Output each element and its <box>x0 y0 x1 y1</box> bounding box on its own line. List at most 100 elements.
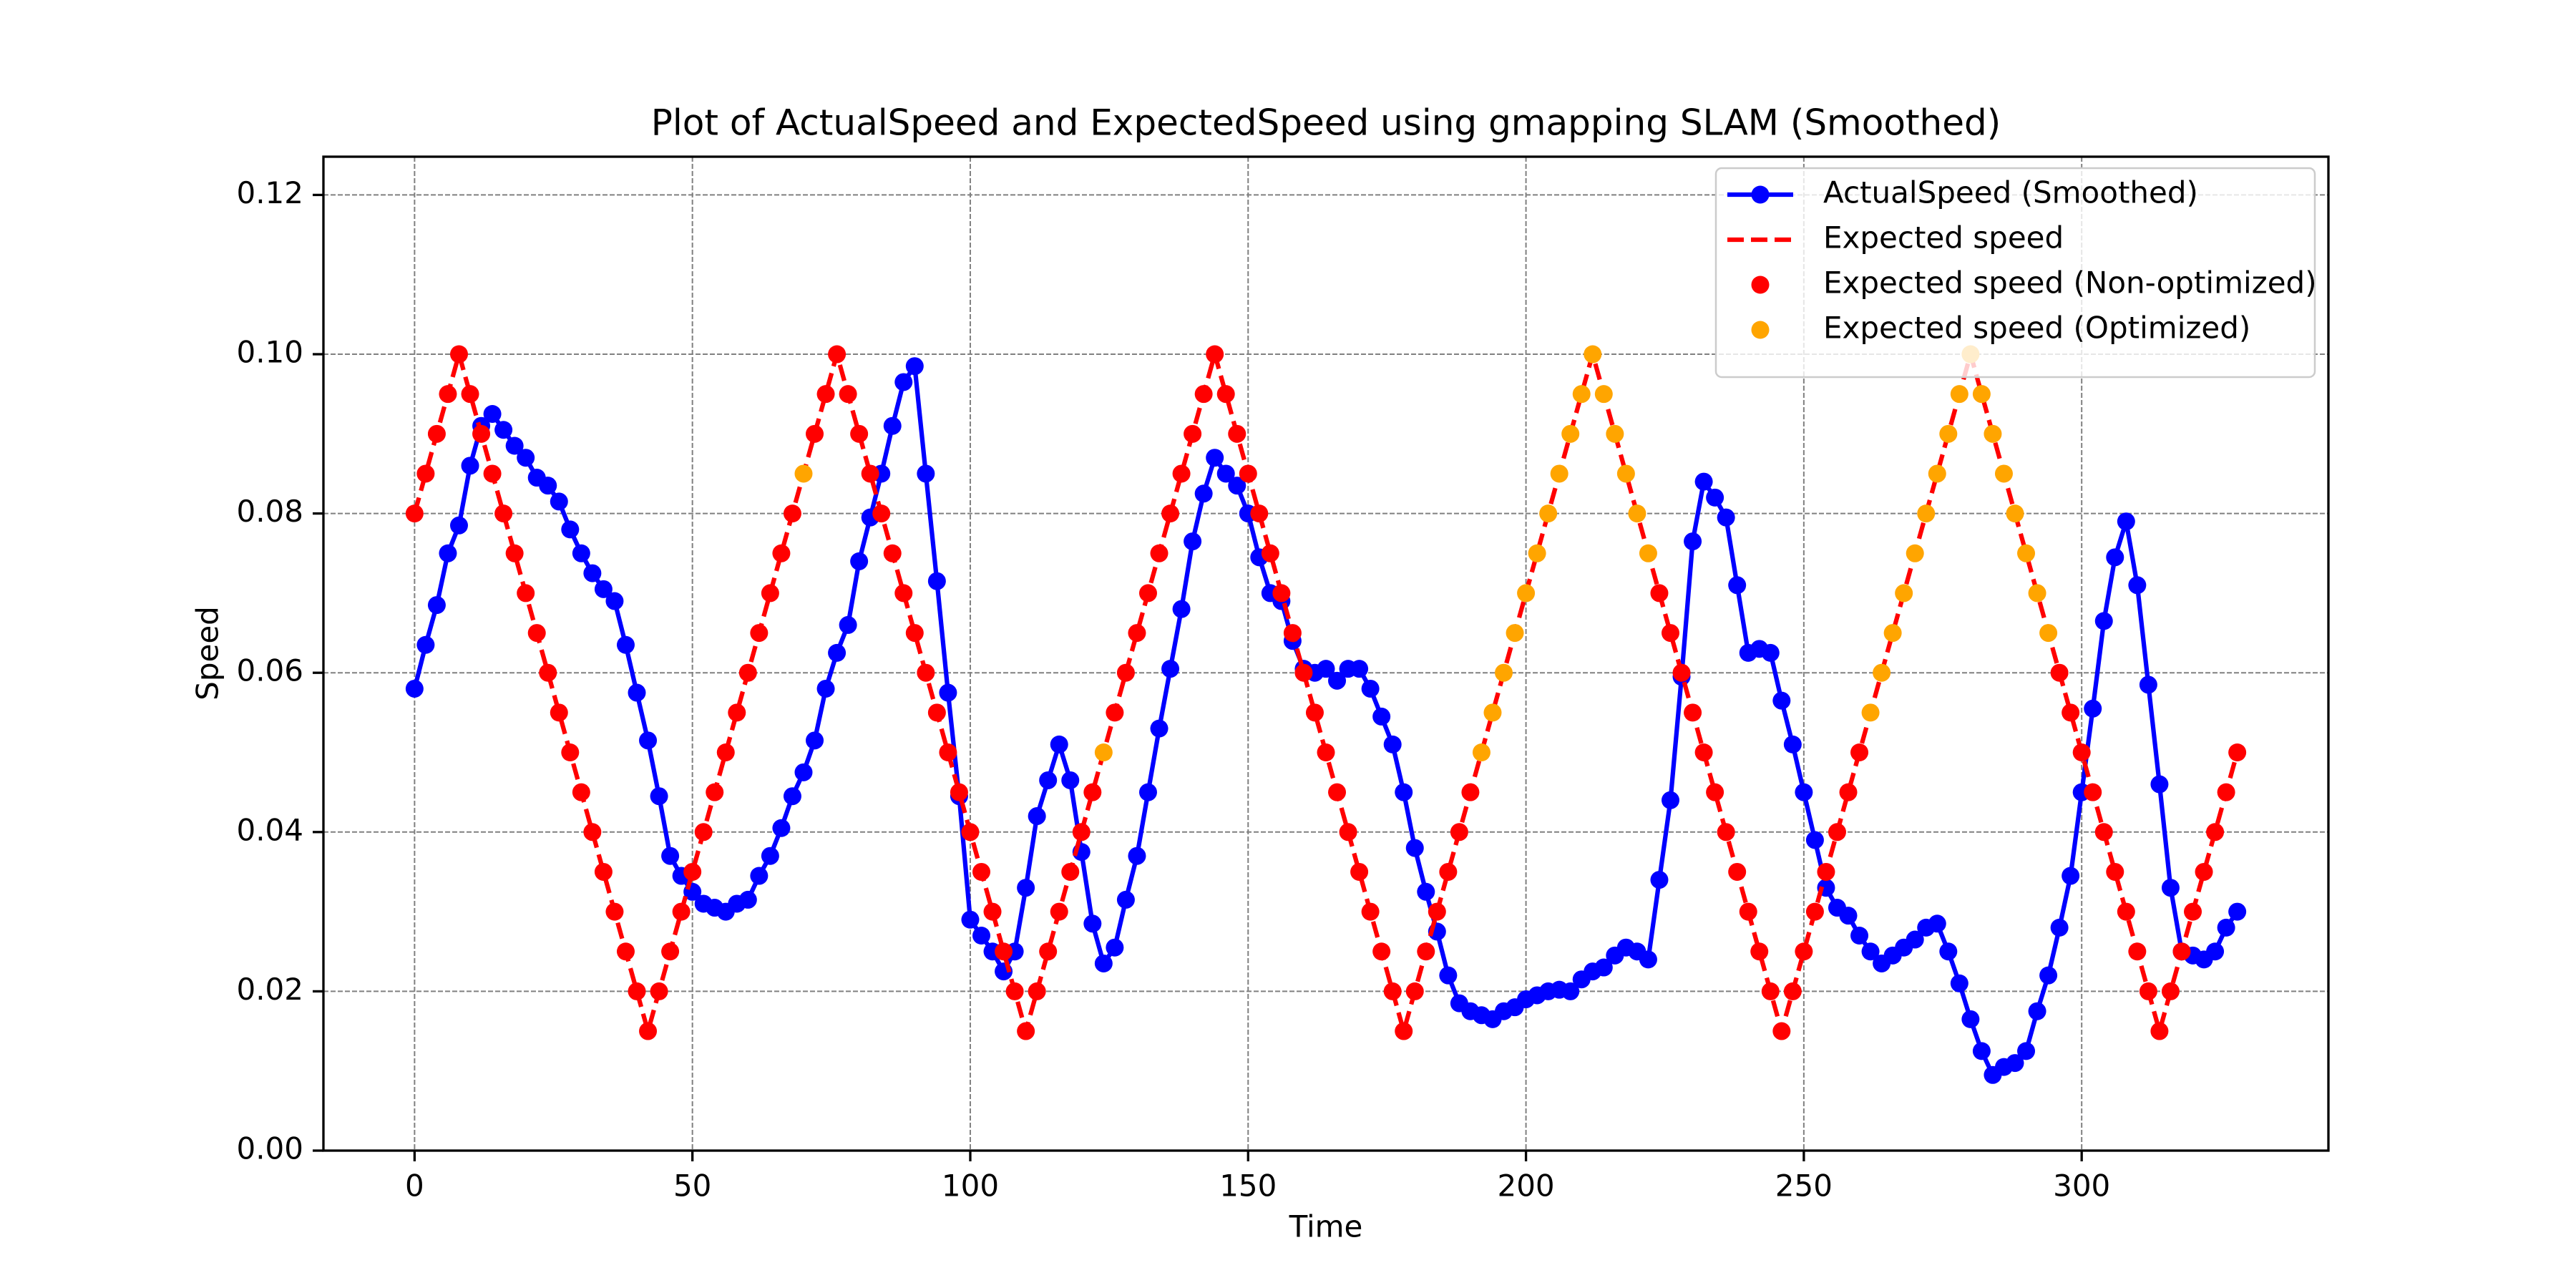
marker <box>505 436 524 455</box>
scatter-point <box>594 862 613 881</box>
legend-label: ActualSpeed (Smoothed) <box>1823 175 2198 210</box>
marker <box>2139 675 2157 694</box>
marker <box>416 635 435 654</box>
marker <box>405 679 424 698</box>
marker <box>449 516 468 535</box>
scatter-point <box>1984 424 2002 443</box>
scatter-point <box>2217 783 2235 801</box>
scatter-point <box>2172 942 2191 961</box>
marker <box>605 592 624 610</box>
scatter-point <box>816 385 835 404</box>
scatter-point <box>2039 624 2058 643</box>
scatter-point <box>783 504 801 523</box>
marker <box>2228 902 2247 921</box>
scatter-point <box>1283 624 1302 643</box>
scatter-point <box>1606 424 1624 443</box>
scatter-point <box>883 544 902 562</box>
marker <box>594 580 613 598</box>
marker <box>572 544 590 562</box>
scatter-point <box>950 783 968 801</box>
scatter-point <box>1028 982 1046 1000</box>
marker <box>1694 472 1713 491</box>
scatter-point <box>761 584 779 602</box>
scatter-point <box>2117 902 2135 921</box>
scatter-point <box>1917 504 1936 523</box>
scatter-point <box>716 743 735 762</box>
scatter-point <box>1206 345 1224 364</box>
marker <box>2084 699 2102 718</box>
scatter-point <box>439 385 457 404</box>
marker <box>1161 660 1180 678</box>
scatter-point <box>872 504 891 523</box>
legend-label: Expected speed <box>1823 220 2064 255</box>
scatter-point <box>505 544 524 562</box>
scatter-point <box>2062 703 2080 722</box>
scatter-point <box>1294 663 1313 682</box>
scatter-point <box>1873 663 1891 682</box>
marker <box>1717 508 1735 527</box>
marker <box>1661 791 1679 809</box>
marker <box>1372 707 1391 726</box>
marker <box>883 416 902 435</box>
marker <box>661 847 680 865</box>
x-tick-label: 250 <box>1775 1169 1833 1204</box>
scatter-point <box>550 703 568 722</box>
marker <box>2150 775 2169 794</box>
scatter-point <box>1272 584 1291 602</box>
scatter-point <box>728 703 746 722</box>
scatter-point <box>1138 584 1157 602</box>
marker <box>1228 477 1246 495</box>
scatter-point <box>1061 862 1080 881</box>
marker <box>1094 954 1113 972</box>
scatter-point <box>828 345 847 364</box>
scatter-point <box>1250 504 1269 523</box>
scatter-point <box>1739 902 1757 921</box>
scatter-point <box>1005 982 1024 1000</box>
marker <box>1116 890 1135 909</box>
scatter-point <box>1417 942 1435 961</box>
scatter-point <box>1939 424 1958 443</box>
scatter-point <box>661 942 680 961</box>
legend-marker <box>1751 321 1770 339</box>
marker <box>1972 1042 1991 1060</box>
scatter-point <box>1817 862 1835 881</box>
marker <box>2206 942 2225 961</box>
scatter-point <box>1550 464 1568 483</box>
scatter-point <box>1172 464 1191 483</box>
scatter-point <box>1594 385 1613 404</box>
scatter-point <box>1128 624 1146 643</box>
marker <box>1850 926 1869 945</box>
plot-area <box>405 345 2247 1084</box>
marker <box>783 787 801 806</box>
scatter-point <box>1261 544 1279 562</box>
scatter-point <box>1783 982 1802 1000</box>
marker <box>1028 807 1046 826</box>
marker <box>1039 771 1058 789</box>
marker <box>1594 958 1613 977</box>
scatter-point <box>1395 1022 1413 1040</box>
marker <box>1639 950 1657 969</box>
scatter-point <box>995 942 1013 961</box>
scatter-point <box>2195 862 2213 881</box>
scatter-point <box>572 783 590 801</box>
scatter-point <box>1216 385 1235 404</box>
scatter-point <box>1228 424 1246 443</box>
marker <box>461 457 479 475</box>
marker <box>2006 1054 2024 1073</box>
marker <box>816 679 835 698</box>
scatter-point <box>561 743 580 762</box>
marker <box>2117 512 2135 531</box>
marker <box>761 847 779 865</box>
scatter-point <box>1694 743 1713 762</box>
marker <box>1650 871 1669 889</box>
marker <box>1839 907 1858 925</box>
axes-frame <box>322 155 2330 1152</box>
legend-label: Expected speed (Optimized) <box>1823 311 2250 346</box>
marker <box>550 492 568 511</box>
scatter-point <box>1194 385 1213 404</box>
marker <box>927 572 946 590</box>
marker <box>639 731 658 750</box>
scatter-point <box>1083 783 1102 801</box>
marker <box>539 477 557 495</box>
marker <box>1772 691 1791 710</box>
